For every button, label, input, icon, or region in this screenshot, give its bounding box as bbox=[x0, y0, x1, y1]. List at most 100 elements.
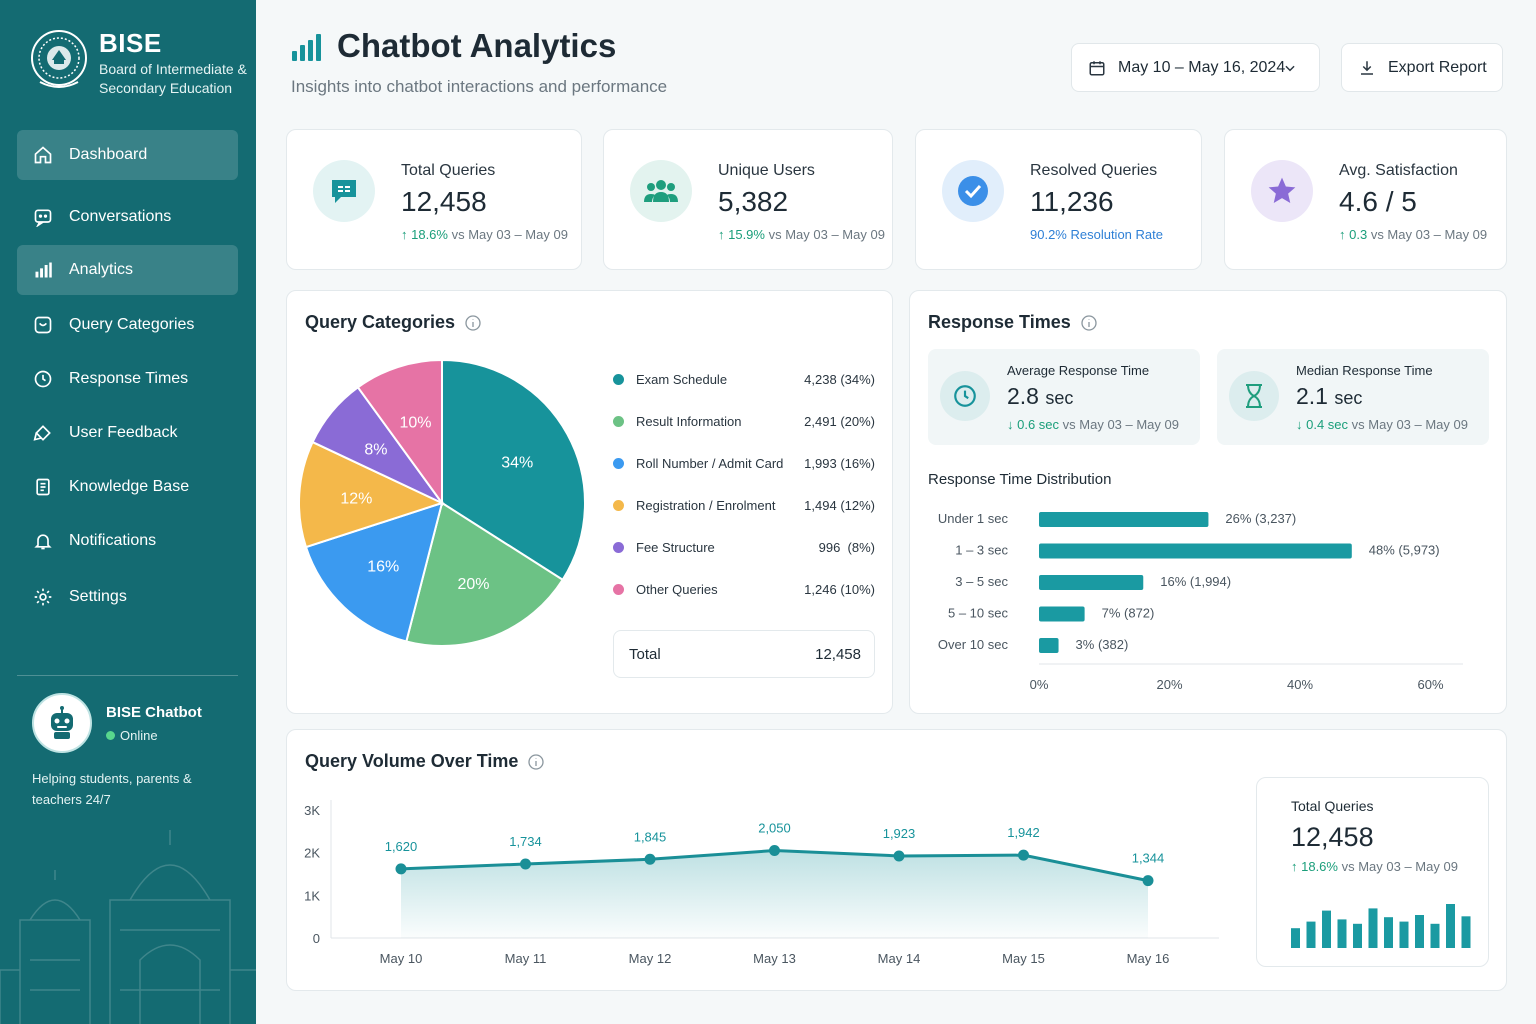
x-tick-label: May 16 bbox=[1127, 951, 1170, 966]
legend-item[interactable]: Fee Structure 996 (8%) bbox=[613, 540, 875, 555]
query-volume-line-chart: 0 1K 2K 3K 1,620 May 10 1,734 May 11 1,845 May 12… bbox=[304, 800, 1219, 966]
spark-bar bbox=[1353, 923, 1362, 948]
x-tick-label: 0% bbox=[1030, 677, 1049, 692]
spark-bar bbox=[1430, 923, 1440, 948]
response-time-distribution-chart: Under 1 sec 26% (3,237) 1 – 3 sec 48% (5,97… bbox=[938, 511, 1463, 692]
rt-value: 2.1 sec bbox=[1296, 383, 1363, 409]
legend-item[interactable]: Result Information 2,491 (20%) bbox=[613, 414, 875, 429]
sidebar-item-label: Analytics bbox=[69, 261, 134, 278]
legend-label: Registration / Enrolment bbox=[636, 498, 776, 513]
bar-category-label: Under 1 sec bbox=[938, 511, 1009, 526]
data-point-label: 2,050 bbox=[758, 821, 791, 836]
legend-label: Roll Number / Admit Card bbox=[636, 456, 784, 471]
sidebar-item-response-times[interactable]: Response Times bbox=[17, 354, 238, 404]
distribution-bar[interactable] bbox=[1039, 638, 1059, 653]
pie-slice-label: 8% bbox=[364, 441, 387, 458]
legend-item[interactable]: Exam Schedule 4,238 (34%) bbox=[613, 372, 875, 387]
sidebar-item-user-feedback[interactable]: User Feedback bbox=[17, 408, 238, 458]
data-point[interactable] bbox=[1018, 849, 1029, 861]
export-report-button[interactable]: Export Report bbox=[1341, 43, 1503, 92]
spark-bar bbox=[1337, 919, 1347, 948]
legend-item[interactable]: Roll Number / Admit Card 1,993 (16%) bbox=[613, 456, 875, 471]
query-categories-card: Query Categories 34% 20% 16% 12% 8% 10% Exam … bbox=[286, 290, 893, 714]
bar-value-label: 7% (872) bbox=[1102, 606, 1155, 621]
legend-swatch bbox=[613, 458, 624, 469]
distribution-bar[interactable] bbox=[1039, 512, 1209, 527]
legend-item[interactable]: Registration / Enrolment 1,494 (12%) bbox=[613, 498, 875, 513]
distribution-bar[interactable] bbox=[1039, 606, 1085, 622]
page-title: Chatbot Analytics bbox=[337, 27, 617, 64]
sidebar-item-notifications[interactable]: Notifications bbox=[17, 516, 238, 566]
x-tick-label: May 12 bbox=[629, 951, 672, 966]
sidebar-item-dashboard[interactable]: Dashboard bbox=[17, 130, 238, 180]
x-tick-label: 40% bbox=[1287, 677, 1313, 692]
legend-value: 1,993 (16%) bbox=[804, 456, 875, 471]
sidebar-item-knowledge-base[interactable]: Knowledge Base bbox=[17, 462, 238, 512]
data-point[interactable] bbox=[1142, 875, 1154, 887]
legend-swatch bbox=[613, 416, 624, 427]
data-point[interactable] bbox=[644, 853, 656, 865]
legend-swatch bbox=[613, 584, 624, 595]
legend-label: Other Queries bbox=[636, 582, 718, 597]
status-text: Online bbox=[120, 728, 158, 743]
sidebar-item-conversations[interactable]: Conversations bbox=[17, 192, 238, 242]
query-categories-pie-chart: 34% 20% 16% 12% 8% 10% bbox=[298, 358, 586, 647]
clock-icon bbox=[940, 371, 990, 421]
pie-slice[interactable] bbox=[298, 440, 445, 549]
y-tick-label: 2K bbox=[304, 846, 320, 861]
mini-total-value: 12,458 bbox=[1291, 822, 1374, 852]
chatbot-avatar bbox=[32, 693, 92, 753]
spark-bar bbox=[1446, 904, 1455, 948]
bar-category-label: 3 – 5 sec bbox=[955, 574, 1008, 589]
spark-bar bbox=[1306, 921, 1316, 948]
pie-slice[interactable] bbox=[304, 501, 444, 643]
kpi-resolution-rate: 90.2% Resolution Rate bbox=[1030, 227, 1163, 242]
mini-total-delta: ↑ 18.6% vs May 03 – May 09 bbox=[1291, 859, 1458, 874]
brand-title: BISE bbox=[99, 28, 162, 58]
kpi-label: Avg. Satisfaction bbox=[1339, 162, 1458, 179]
sidebar-item-settings[interactable]: Settings bbox=[17, 572, 238, 622]
pie-slice[interactable] bbox=[356, 358, 443, 507]
legend-label: Exam Schedule bbox=[636, 372, 728, 387]
sidebar-divider bbox=[17, 675, 238, 676]
book-icon bbox=[36, 478, 50, 496]
info-icon[interactable] bbox=[1081, 314, 1097, 331]
chevron-down-icon bbox=[1285, 65, 1295, 71]
distribution-bar[interactable] bbox=[1039, 543, 1352, 559]
legend-swatch bbox=[613, 374, 624, 385]
spark-bar bbox=[1368, 908, 1378, 948]
y-tick-label: 3K bbox=[304, 803, 320, 818]
bar-value-label: 48% (5,973) bbox=[1369, 543, 1440, 558]
tag-icon bbox=[34, 316, 52, 334]
analytics-icon bbox=[292, 34, 321, 61]
distribution-bar[interactable] bbox=[1039, 575, 1144, 590]
pie-slice[interactable] bbox=[405, 501, 565, 647]
x-tick-label: May 13 bbox=[753, 951, 796, 966]
sidebar-item-analytics[interactable]: Analytics bbox=[17, 245, 238, 295]
bar-value-label: 16% (1,994) bbox=[1160, 574, 1231, 589]
chat-icon bbox=[34, 209, 52, 227]
sidebar-item-label: Knowledge Base bbox=[69, 478, 190, 495]
sidebar: BISE Board of Intermediate & Secondary E… bbox=[0, 0, 256, 1024]
info-icon[interactable] bbox=[528, 753, 545, 770]
data-point[interactable] bbox=[769, 845, 780, 857]
kpi-card-resolved-queries: Resolved Queries 11,236 90.2% Resolution… bbox=[915, 129, 1202, 270]
data-point[interactable] bbox=[520, 858, 531, 870]
bar-value-label: 3% (382) bbox=[1076, 637, 1129, 652]
date-range-picker[interactable]: May 10 – May 16, 2024 bbox=[1071, 43, 1320, 92]
building-illustration bbox=[0, 830, 256, 1024]
export-label: Export Report bbox=[1388, 58, 1487, 76]
section-title: Response Times bbox=[928, 312, 1097, 333]
rt-value: 2.8 sec bbox=[1007, 383, 1074, 409]
info-icon[interactable] bbox=[465, 314, 481, 331]
data-point[interactable] bbox=[395, 863, 407, 875]
home-icon bbox=[34, 146, 52, 164]
legend-item[interactable]: Other Queries 1,246 (10%) bbox=[613, 582, 875, 597]
y-tick-label: 1K bbox=[304, 888, 320, 903]
data-point[interactable] bbox=[893, 850, 905, 862]
legend-swatch bbox=[613, 500, 624, 511]
legend-value: 996 (8%) bbox=[818, 540, 875, 555]
sidebar-item-query-categories[interactable]: Query Categories bbox=[17, 300, 238, 350]
sidebar-item-label: Dashboard bbox=[69, 146, 148, 163]
date-range-text: May 10 – May 16, 2024 bbox=[1118, 58, 1286, 76]
